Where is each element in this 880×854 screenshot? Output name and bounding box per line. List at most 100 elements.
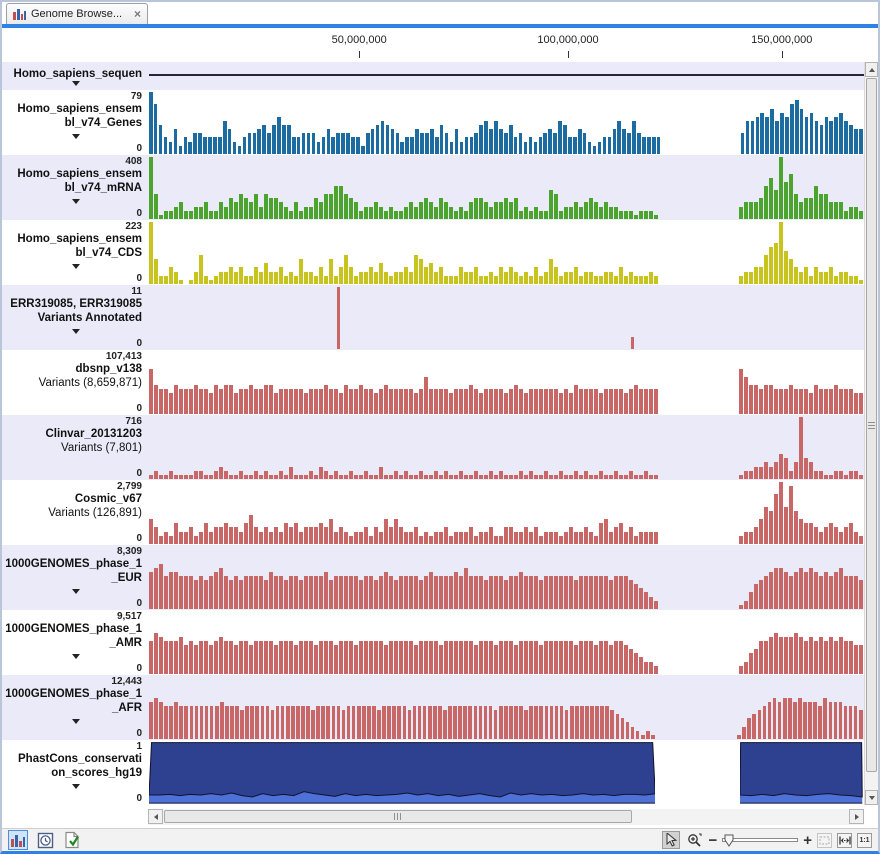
track-row-cosmic[interactable]: 2,799 Cosmic_v67 Variants (126,891) 0 xyxy=(2,480,864,545)
track-chart-amr[interactable] xyxy=(149,612,864,674)
track-row-phastcons[interactable]: 1 PhastCons_conservati on_scores_hg19 0 xyxy=(2,740,864,805)
track-label[interactable]: 9,517 1000GENOMES_phase_1 _AMR 0 xyxy=(2,610,149,675)
track-name[interactable]: Homo_sapiens_ensem bl_v74_Genes xyxy=(4,102,142,130)
vertical-scrollbar[interactable] xyxy=(864,62,878,805)
histogram-bar xyxy=(755,116,760,154)
horizontal-scrollbar[interactable] xyxy=(148,809,864,825)
track-dropdown-arrow-icon[interactable] xyxy=(71,81,80,86)
element-info-icon[interactable] xyxy=(62,830,82,850)
histogram-bar xyxy=(519,389,523,414)
track-chart-eur[interactable] xyxy=(149,547,864,609)
track-row-cds[interactable]: 223 Homo_sapiens_ensem bl_v74_CDS 0 xyxy=(2,220,864,285)
histogram-bar xyxy=(479,198,483,219)
track-chart-afr[interactable] xyxy=(149,677,864,739)
zoom-in-button[interactable]: + xyxy=(803,831,812,849)
histogram-bar xyxy=(798,417,803,479)
track-chart-genes[interactable] xyxy=(149,92,864,154)
track-chart-dbsnp[interactable] xyxy=(149,352,864,414)
histogram-bar xyxy=(504,393,508,414)
scroll-right-button[interactable] xyxy=(849,809,864,824)
track-label[interactable]: 2,799 Cosmic_v67 Variants (126,891) 0 xyxy=(2,480,149,545)
track-label[interactable]: 107,413 dbsnp_v138 Variants (8,659,871) 0 xyxy=(2,350,149,415)
track-dropdown-arrow-icon[interactable] xyxy=(71,589,80,594)
track-dropdown-arrow-icon[interactable] xyxy=(71,264,80,269)
histogram-bar xyxy=(209,531,213,544)
track-row-clinvar[interactable]: 716 Clinvar_20131203 Variants (7,801) 0 xyxy=(2,415,864,480)
track-view-icon[interactable] xyxy=(8,830,28,850)
scroll-left-button[interactable] xyxy=(148,809,163,824)
track-label[interactable]: 79 Homo_sapiens_ensem bl_v74_Genes 0 xyxy=(2,90,149,155)
histogram-bar xyxy=(374,527,378,544)
fit-width-button[interactable] xyxy=(837,832,852,848)
track-row-genes[interactable]: 79 Homo_sapiens_ensem bl_v74_Genes 0 xyxy=(2,90,864,155)
track-row-dbsnp[interactable]: 107,413 dbsnp_v138 Variants (8,659,871) 0 xyxy=(2,350,864,415)
one-to-one-button[interactable]: 1:1 xyxy=(857,832,872,848)
histogram-bar xyxy=(623,275,628,284)
track-chart-phastcons[interactable] xyxy=(149,742,864,804)
histogram-bar xyxy=(617,120,621,154)
track-chart-mrna[interactable] xyxy=(149,157,864,219)
histogram-bar xyxy=(838,701,843,739)
histogram-bar xyxy=(829,575,833,609)
track-name[interactable]: 1000GENOMES_phase_1 _EUR xyxy=(4,557,142,585)
zoom-slider[interactable] xyxy=(722,833,799,847)
histogram-bar xyxy=(780,112,784,154)
zoom-tool-icon[interactable] xyxy=(685,831,703,849)
histogram-bar xyxy=(414,255,418,284)
track-label[interactable]: 12,443 1000GENOMES_phase_1 _AFR 0 xyxy=(2,675,149,740)
track-dropdown-arrow-icon[interactable] xyxy=(71,654,80,659)
track-row-sequence[interactable]: Homo_sapiens_sequen xyxy=(2,62,864,90)
track-chart-sequence[interactable] xyxy=(149,64,864,89)
track-row-err[interactable]: 11 ERR319085, ERR319085 Variants Annotated… xyxy=(2,285,864,350)
track-label[interactable]: 1 PhastCons_conservati on_scores_hg19 0 xyxy=(2,740,149,805)
vertical-scrollbar-thumb[interactable] xyxy=(866,78,877,772)
track-label[interactable]: 8,309 1000GENOMES_phase_1 _EUR 0 xyxy=(2,545,149,610)
track-row-amr[interactable]: 9,517 1000GENOMES_phase_1 _AMR 0 xyxy=(2,610,864,675)
track-chart-err[interactable] xyxy=(149,287,864,349)
track-dropdown-arrow-icon[interactable] xyxy=(71,719,80,724)
track-chart-clinvar[interactable] xyxy=(149,417,864,479)
track-name[interactable]: Clinvar_20131203 Variants (7,801) xyxy=(4,427,142,455)
histogram-bar xyxy=(750,120,755,154)
track-label[interactable]: 223 Homo_sapiens_ensem bl_v74_CDS 0 xyxy=(2,220,149,285)
track-dropdown-arrow-icon[interactable] xyxy=(71,134,80,139)
histogram-bar xyxy=(179,279,183,284)
zoom-out-button[interactable]: − xyxy=(708,831,718,849)
history-icon[interactable] xyxy=(35,830,55,850)
histogram-bar xyxy=(184,575,188,609)
histogram-bar xyxy=(364,206,368,219)
track-row-afr[interactable]: 12,443 1000GENOMES_phase_1 _AFR 0 xyxy=(2,675,864,740)
scroll-down-button[interactable] xyxy=(865,790,878,805)
histogram-bar xyxy=(824,271,828,284)
track-label[interactable]: 11 ERR319085, ERR319085 Variants Annotated… xyxy=(2,285,149,350)
scroll-up-button[interactable] xyxy=(865,62,878,77)
track-label[interactable]: 408 Homo_sapiens_ensem bl_v74_mRNA 0 xyxy=(2,155,149,220)
histogram-bar xyxy=(419,640,423,674)
track-name[interactable]: Homo_sapiens_ensem bl_v74_CDS xyxy=(4,232,142,260)
track-name[interactable]: ERR319085, ERR319085 Variants Annotated xyxy=(4,297,142,325)
pointer-tool-icon[interactable] xyxy=(662,831,681,849)
tab-genome-browser[interactable]: Genome Browse... × xyxy=(6,3,148,24)
track-row-mrna[interactable]: 408 Homo_sapiens_ensem bl_v74_mRNA 0 xyxy=(2,155,864,220)
track-name[interactable]: 1000GENOMES_phase_1 _AFR xyxy=(4,687,142,715)
horizontal-scrollbar-thumb[interactable] xyxy=(164,810,632,823)
track-row-eur[interactable]: 8,309 1000GENOMES_phase_1 _EUR 0 xyxy=(2,545,864,610)
track-name[interactable]: 1000GENOMES_phase_1 _AMR xyxy=(4,622,142,650)
track-label[interactable]: Homo_sapiens_sequen xyxy=(2,62,149,90)
track-chart-cosmic[interactable] xyxy=(149,482,864,544)
track-dropdown-arrow-icon[interactable] xyxy=(71,329,80,334)
track-name[interactable]: Homo_sapiens_ensem bl_v74_mRNA xyxy=(4,167,142,195)
zoom-slider-thumb[interactable] xyxy=(724,834,734,847)
track-name[interactable]: Cosmic_v67 Variants (126,891) xyxy=(4,492,142,520)
track-label[interactable]: 716 Clinvar_20131203 Variants (7,801) 0 xyxy=(2,415,149,480)
marquee-zoom-button[interactable] xyxy=(817,832,832,848)
track-chart-cds[interactable] xyxy=(149,222,864,284)
histogram-bar xyxy=(326,129,331,154)
track-dropdown-arrow-icon[interactable] xyxy=(71,199,80,204)
track-name[interactable]: PhastCons_conservati on_scores_hg19 xyxy=(4,752,142,780)
track-name[interactable]: dbsnp_v138 Variants (8,659,871) xyxy=(4,362,142,390)
track-name[interactable]: Homo_sapiens_sequen xyxy=(4,67,142,81)
tab-close-icon[interactable]: × xyxy=(133,7,141,21)
histogram-bar xyxy=(814,640,818,674)
track-dropdown-arrow-icon[interactable] xyxy=(71,784,80,789)
